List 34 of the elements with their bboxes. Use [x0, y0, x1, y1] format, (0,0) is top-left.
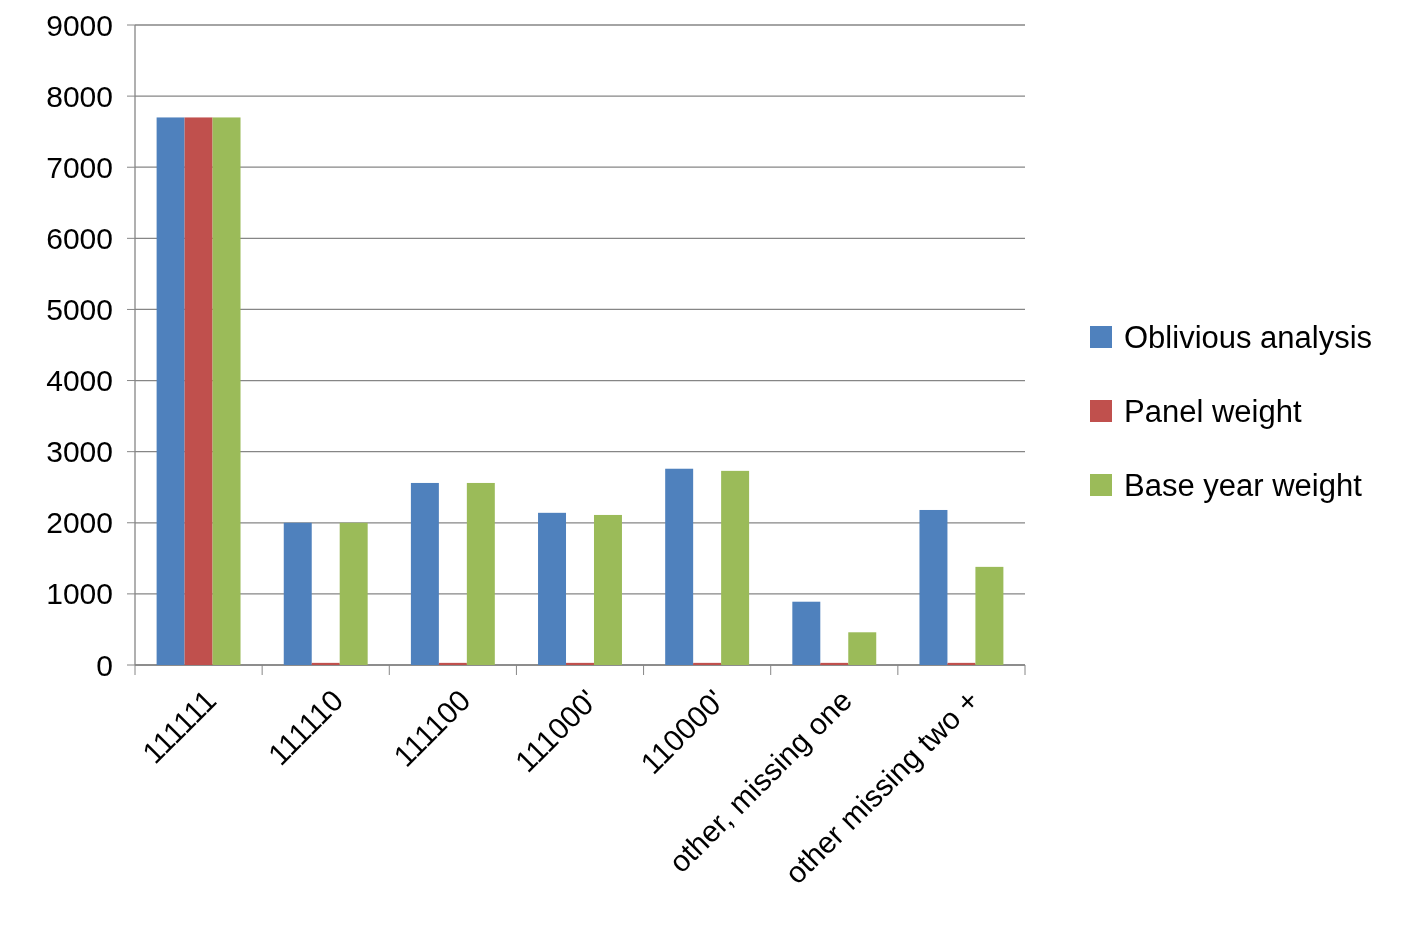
bar	[184, 117, 213, 665]
bar	[820, 662, 849, 665]
bar	[721, 470, 750, 665]
legend-label: Oblivious analysis	[1124, 319, 1373, 355]
y-tick-label: 0	[96, 648, 113, 682]
y-tick-label: 2000	[46, 506, 113, 540]
bar	[339, 522, 368, 665]
bar	[593, 514, 622, 665]
bar	[212, 117, 241, 665]
bar	[538, 512, 567, 665]
y-tick-label: 8000	[46, 79, 113, 113]
y-tick-label: 9000	[46, 8, 113, 42]
y-tick-label: 3000	[46, 435, 113, 469]
legend-label: Base year weight	[1124, 467, 1363, 503]
bar	[466, 482, 495, 665]
bar	[311, 662, 340, 665]
y-tick-label: 7000	[46, 150, 113, 184]
bar	[665, 468, 694, 665]
bar	[693, 662, 722, 665]
bar	[947, 662, 976, 665]
bar	[410, 482, 439, 665]
bar	[156, 117, 185, 665]
legend-label: Panel weight	[1124, 393, 1302, 429]
y-tick-label: 6000	[46, 221, 113, 255]
bar	[975, 566, 1004, 665]
y-tick-label: 4000	[46, 364, 113, 398]
bar	[566, 662, 594, 665]
y-tick-label: 5000	[46, 292, 113, 326]
bar	[283, 522, 312, 665]
y-tick-label: 1000	[46, 577, 113, 611]
bar	[792, 601, 821, 665]
bar	[848, 632, 877, 665]
bar	[438, 662, 467, 665]
bar	[919, 509, 948, 665]
